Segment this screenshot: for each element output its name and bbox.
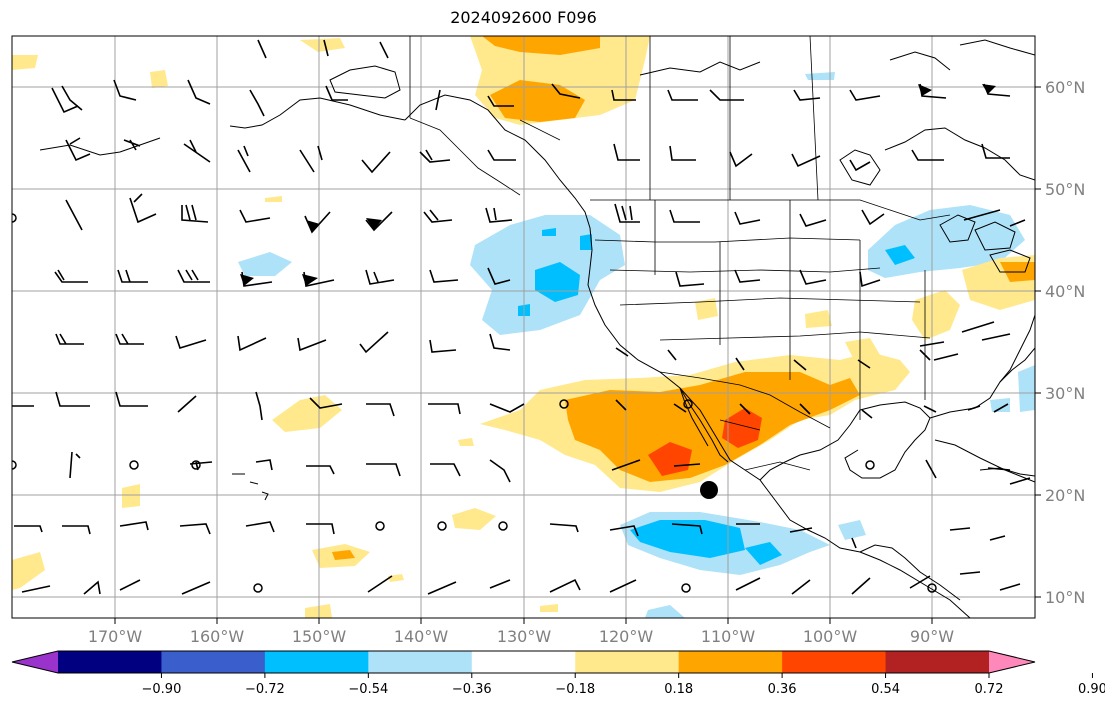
colorbar-tick-label: −0.18: [555, 682, 595, 697]
coastlines: [39, 39, 1035, 618]
colorbar-extend-high: [989, 651, 1035, 673]
colorbar-segment: [885, 651, 990, 673]
political-borders: [409, 36, 951, 471]
colorbar-tick-label: −0.36: [452, 682, 492, 697]
lon-label: 120°W: [599, 627, 654, 646]
colorbar-segment: [678, 651, 783, 673]
lon-label: 160°W: [190, 627, 245, 646]
colorbar-tick-label: −0.54: [348, 682, 388, 697]
calm-wind-circles: [12, 213, 937, 593]
storm-center-marker: [700, 481, 718, 499]
colorbar-tick-label: 0.90: [1078, 682, 1105, 697]
colorbar-segment: [471, 651, 576, 673]
colorbar-labels: −0.90 −0.72 −0.54 −0.36 −0.18 0.18 0.36 0.54 0.7…: [142, 682, 1105, 697]
graticule: [12, 36, 1035, 618]
longitude-labels: 170°W 160°W 150°W 140°W 130°W 120°W 110°…: [88, 627, 954, 646]
colorbar-tick-label: −0.72: [245, 682, 285, 697]
lat-label: 60°N: [1045, 78, 1085, 97]
axis-ticks: [114, 86, 1041, 624]
colorbar-tick-label: 0.36: [768, 682, 797, 697]
colorbar-tick-label: 0.72: [975, 682, 1004, 697]
wind-flags: [240, 84, 996, 286]
colorbar-outline: [11, 650, 1036, 674]
lat-label: 50°N: [1045, 180, 1085, 199]
colorbar-segment: [264, 651, 369, 673]
colorbar-segment: [782, 651, 887, 673]
lat-label: 10°N: [1045, 588, 1085, 607]
lon-label: 130°W: [497, 627, 552, 646]
colorbar-segment: [161, 651, 266, 673]
wind-barbs: [12, 39, 1031, 595]
colorbar-segments: [11, 650, 1036, 674]
colorbar-tick-label: −0.90: [142, 682, 182, 697]
colorbar-tick-label: 0.54: [871, 682, 900, 697]
colorbar-segment: [58, 651, 162, 673]
colorbar-tick-label: 0.18: [664, 682, 693, 697]
lon-label: 170°W: [88, 627, 143, 646]
colorbar-ticks: [160, 673, 1093, 678]
colorbar-extend-low: [12, 651, 58, 673]
lat-label: 20°N: [1045, 486, 1085, 505]
lon-label: 150°W: [292, 627, 347, 646]
lon-label: 110°W: [701, 627, 756, 646]
lat-label: 40°N: [1045, 282, 1085, 301]
lon-label: 140°W: [394, 627, 449, 646]
anomaly-shading: [12, 36, 1035, 618]
lat-label: 30°N: [1045, 384, 1085, 403]
lon-label: 100°W: [803, 627, 858, 646]
colorbar: −0.90 −0.72 −0.54 −0.36 −0.18 0.18 0.36 0.54 0.7…: [11, 650, 1105, 697]
latitude-labels: 60°N 50°N 40°N 30°N 20°N 10°N: [1045, 78, 1085, 607]
map-title: 2024092600 F096: [450, 8, 597, 27]
colorbar-segment: [575, 651, 680, 673]
colorbar-segment: [368, 651, 473, 673]
lon-label: 90°W: [910, 627, 954, 646]
